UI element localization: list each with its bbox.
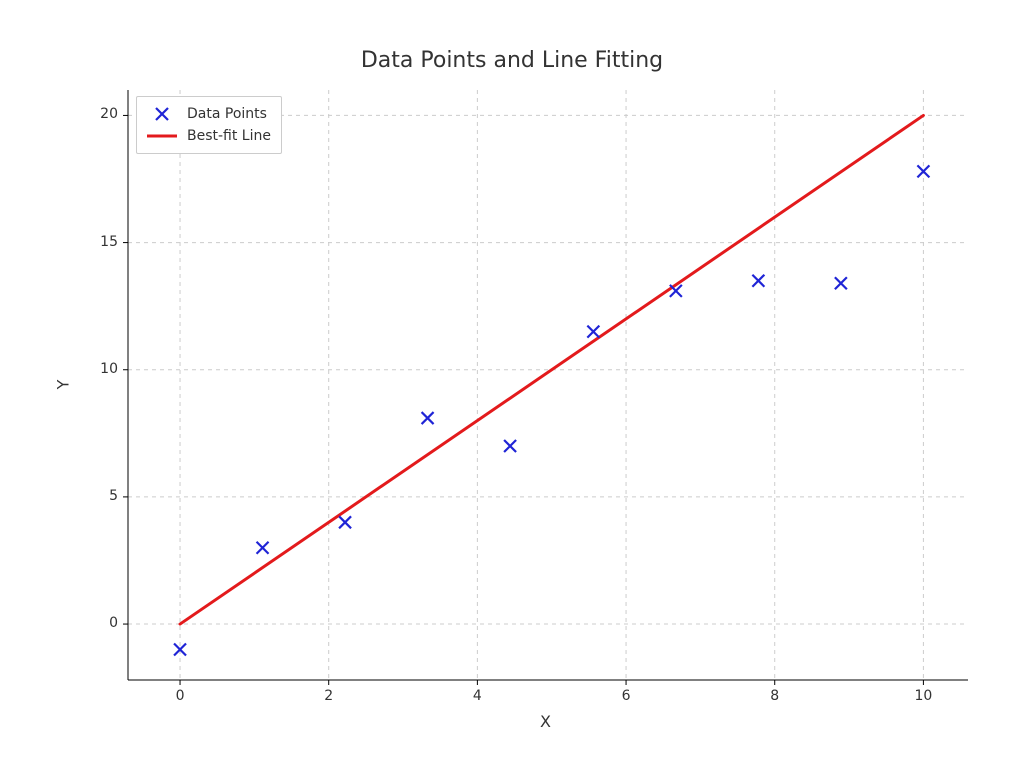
legend-label-best-fit: Best-fit Line [187, 128, 271, 144]
line-icon [145, 127, 179, 145]
legend-label-data-points: Data Points [187, 106, 267, 122]
x-tick-label: 8 [765, 688, 785, 704]
legend: Data Points Best-fit Line [136, 96, 282, 154]
y-tick-label: 0 [109, 615, 118, 631]
x-tick-label: 6 [616, 688, 636, 704]
legend-item-best-fit: Best-fit Line [145, 125, 271, 147]
x-marker-icon [145, 105, 179, 123]
x-tick-label: 2 [319, 688, 339, 704]
y-axis-label: Y [53, 380, 72, 390]
grid-lines [128, 90, 968, 680]
legend-item-data-points: Data Points [145, 103, 271, 125]
data-points [174, 165, 929, 655]
x-tick-label: 0 [170, 688, 190, 704]
tick-marks [123, 115, 923, 685]
y-tick-label: 20 [100, 106, 118, 122]
y-tick-label: 5 [109, 488, 118, 504]
x-axis-label: X [540, 712, 551, 731]
axes-spines [128, 90, 968, 680]
y-tick-label: 15 [100, 234, 118, 250]
plot-area: Data Points Best-fit Line [128, 90, 968, 680]
y-tick-label: 10 [100, 361, 118, 377]
plot-svg [128, 90, 968, 680]
x-tick-label: 10 [913, 688, 933, 704]
chart-title: Data Points and Line Fitting [0, 48, 1024, 73]
x-tick-label: 4 [467, 688, 487, 704]
chart-figure: Data Points and Line Fitting Data Points… [0, 0, 1024, 768]
